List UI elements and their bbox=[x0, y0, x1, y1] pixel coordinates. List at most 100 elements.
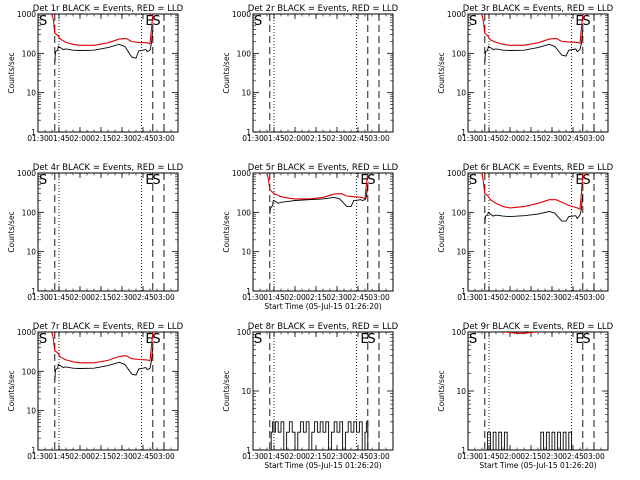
series-group bbox=[266, 173, 369, 215]
x-tick-label: 03:00 bbox=[368, 293, 390, 302]
y-tick-label: 100 bbox=[22, 49, 37, 58]
event-label: E bbox=[575, 14, 583, 29]
y-tick-label: 1000 bbox=[447, 10, 466, 19]
x-tick-label: 01:45 bbox=[478, 134, 500, 143]
panel-det-1r: Det 1r BLACK = Events, RED = LLD 1 10 100 10… bbox=[7, 4, 184, 143]
y-tick-label: 100 bbox=[452, 208, 467, 217]
x-tick-label: 02:15 bbox=[305, 452, 327, 461]
plot-frame bbox=[37, 331, 179, 451]
x-tick-label: 01:45 bbox=[48, 452, 70, 461]
x-axis-label: Start Time (05-Jul-15 01:26:20) bbox=[264, 302, 381, 311]
event-label: E bbox=[360, 173, 368, 188]
series-line-events bbox=[484, 193, 584, 225]
x-tick-label: 03:00 bbox=[583, 293, 605, 302]
y-tick-label: 10 bbox=[456, 89, 466, 98]
plot-frame bbox=[37, 13, 179, 133]
series-line-lld bbox=[51, 332, 154, 364]
event-label: S bbox=[39, 332, 47, 347]
y-axis-label: Counts/sec bbox=[437, 370, 446, 411]
event-label: E bbox=[575, 332, 583, 347]
series-line-lld bbox=[51, 14, 154, 46]
y-tick-label: 1 bbox=[246, 287, 251, 296]
series-line-events bbox=[54, 29, 154, 63]
y-tick-label: 1000 bbox=[17, 328, 36, 337]
x-tick-label: 02:45 bbox=[132, 134, 154, 143]
x-tick-label: 02:00 bbox=[69, 293, 91, 302]
x-tick-label: 02:15 bbox=[520, 134, 542, 143]
x-tick-label: 02:15 bbox=[305, 293, 327, 302]
y-axis-label: Counts/sec bbox=[222, 52, 231, 93]
panel-det-6r: Det 6r BLACK = Events, RED = LLD 1 10 100 10… bbox=[437, 163, 614, 302]
x-tick-label: 01:30 bbox=[457, 452, 479, 461]
panel-title: Det 6r BLACK = Events, RED = LLD bbox=[463, 163, 614, 173]
x-tick-label: 01:30 bbox=[242, 452, 264, 461]
panel-title: Det 4r BLACK = Events, RED = LLD bbox=[33, 163, 184, 173]
event-label: E bbox=[145, 173, 153, 188]
y-tick-label: 1000 bbox=[232, 10, 251, 19]
event-label: S bbox=[582, 173, 590, 188]
panel-title: Det 2r BLACK = Events, RED = LLD bbox=[248, 4, 399, 14]
x-tick-label: 01:45 bbox=[263, 293, 285, 302]
x-tick-label: 01:30 bbox=[457, 134, 479, 143]
y-tick-label: 100 bbox=[237, 328, 252, 337]
panel-det-5r: Det 5r BLACK = Events, RED = LLD 1 10 100 10… bbox=[222, 163, 399, 311]
y-tick-label: 10 bbox=[26, 248, 36, 257]
x-tick-label: 02:45 bbox=[562, 452, 584, 461]
y-tick-label: 10 bbox=[26, 407, 36, 416]
event-label: S bbox=[582, 14, 590, 29]
x-tick-label: 02:30 bbox=[326, 452, 348, 461]
x-tick-label: 02:45 bbox=[562, 293, 584, 302]
event-label: S bbox=[152, 173, 160, 188]
plot-frame bbox=[252, 13, 394, 133]
y-tick-label: 1 bbox=[246, 128, 251, 137]
panel-title: Det 9r BLACK = Events, RED = LLD bbox=[463, 322, 614, 332]
event-label: E bbox=[575, 173, 583, 188]
y-tick-label: 1000 bbox=[232, 169, 251, 178]
y-tick-label: 10 bbox=[241, 89, 251, 98]
x-tick-label: 02:15 bbox=[90, 452, 112, 461]
x-tick-label: 01:45 bbox=[48, 293, 70, 302]
x-tick-label: 01:30 bbox=[457, 293, 479, 302]
x-tick-label: 02:00 bbox=[499, 293, 521, 302]
y-axis-label: Counts/sec bbox=[7, 52, 16, 93]
y-tick-label: 10 bbox=[241, 387, 251, 396]
y-tick-label: 1 bbox=[461, 128, 466, 137]
panel-det-2r: Det 2r BLACK = Events, RED = LLD 1 10 100 10… bbox=[222, 4, 399, 143]
event-label: S bbox=[39, 14, 47, 29]
series-line-lld bbox=[502, 332, 539, 334]
y-tick-label: 1 bbox=[246, 446, 251, 455]
series-line-lld bbox=[481, 14, 584, 46]
y-tick-label: 10 bbox=[241, 248, 251, 257]
x-tick-label: 02:45 bbox=[347, 134, 369, 143]
y-axis-label: Counts/sec bbox=[437, 211, 446, 252]
event-label: S bbox=[367, 332, 375, 347]
x-tick-label: 01:45 bbox=[263, 452, 285, 461]
y-tick-label: 1 bbox=[461, 287, 466, 296]
y-tick-label: 100 bbox=[237, 49, 252, 58]
y-tick-label: 1 bbox=[31, 446, 36, 455]
y-tick-label: 1 bbox=[461, 446, 466, 455]
series-line-lld bbox=[481, 173, 584, 211]
y-axis-label: Counts/sec bbox=[222, 211, 231, 252]
x-tick-label: 02:45 bbox=[347, 293, 369, 302]
event-label: S bbox=[582, 332, 590, 347]
x-tick-label: 01:45 bbox=[263, 134, 285, 143]
x-tick-label: 02:00 bbox=[499, 134, 521, 143]
series-line-events bbox=[269, 421, 369, 450]
event-label: E bbox=[145, 332, 153, 347]
x-tick-label: 03:00 bbox=[368, 452, 390, 461]
x-tick-label: 02:30 bbox=[111, 293, 133, 302]
x-tick-label: 03:00 bbox=[153, 452, 175, 461]
x-tick-label: 01:30 bbox=[242, 293, 264, 302]
y-tick-label: 1 bbox=[31, 128, 36, 137]
event-label: S bbox=[367, 173, 375, 188]
y-axis-label: Counts/sec bbox=[437, 52, 446, 93]
panel-det-7r: Det 7r BLACK = Events, RED = LLD 1 10 100 10… bbox=[7, 322, 184, 461]
x-tick-label: 02:45 bbox=[132, 293, 154, 302]
y-tick-label: 1000 bbox=[447, 169, 466, 178]
x-tick-label: 03:00 bbox=[153, 134, 175, 143]
event-label: E bbox=[360, 332, 368, 347]
y-tick-label: 100 bbox=[237, 208, 252, 217]
series-group bbox=[51, 332, 154, 381]
